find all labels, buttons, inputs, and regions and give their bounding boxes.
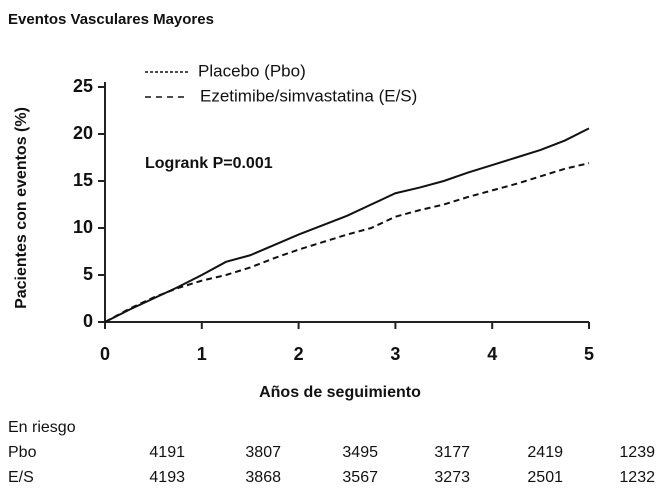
at-risk-title: En riesgo [8, 419, 76, 436]
x-tick-label: 1 [197, 344, 207, 364]
at-risk-value: 2501 [527, 469, 563, 486]
x-tick-label: 3 [390, 344, 400, 364]
at-risk-row-label: E/S [8, 469, 34, 486]
legend-label: Ezetimibe/simvastatina (E/S) [200, 86, 417, 105]
y-axis-label: Pacientes con eventos (%) [13, 107, 30, 309]
at-risk-row-label: Pbo [8, 444, 37, 461]
series-line [104, 162, 590, 323]
at-risk-value: 3495 [342, 444, 378, 461]
x-tick-label: 2 [294, 344, 304, 364]
series-line [104, 127, 590, 323]
y-tick-label: 0 [83, 311, 93, 331]
at-risk-value: 4191 [149, 444, 185, 461]
y-tick-label: 15 [73, 170, 93, 190]
at-risk-value: 3868 [245, 469, 281, 486]
y-tick-label: 10 [73, 217, 93, 237]
x-tick-label: 0 [100, 344, 110, 364]
chart-title: Eventos Vasculares Mayores [8, 11, 214, 28]
at-risk-value: 4193 [149, 469, 185, 486]
y-tick-label: 25 [73, 76, 93, 96]
at-risk-value: 1239 [619, 444, 655, 461]
x-tick-label: 4 [487, 344, 497, 364]
x-tick-label: 5 [584, 344, 594, 364]
at-risk-value: 2419 [527, 444, 563, 461]
annotation: Logrank P=0.001 [145, 155, 273, 172]
x-axis-label: Años de seguimiento [259, 384, 421, 401]
at-risk-value: 3273 [434, 469, 470, 486]
legend-label: Placebo (Pbo) [198, 61, 306, 80]
at-risk-value: 3177 [434, 444, 470, 461]
y-tick-label: 20 [73, 123, 93, 143]
at-risk-value: 1232 [619, 469, 655, 486]
at-risk-value: 3567 [342, 469, 378, 486]
y-tick-label: 5 [83, 264, 93, 284]
at-risk-value: 3807 [245, 444, 281, 461]
